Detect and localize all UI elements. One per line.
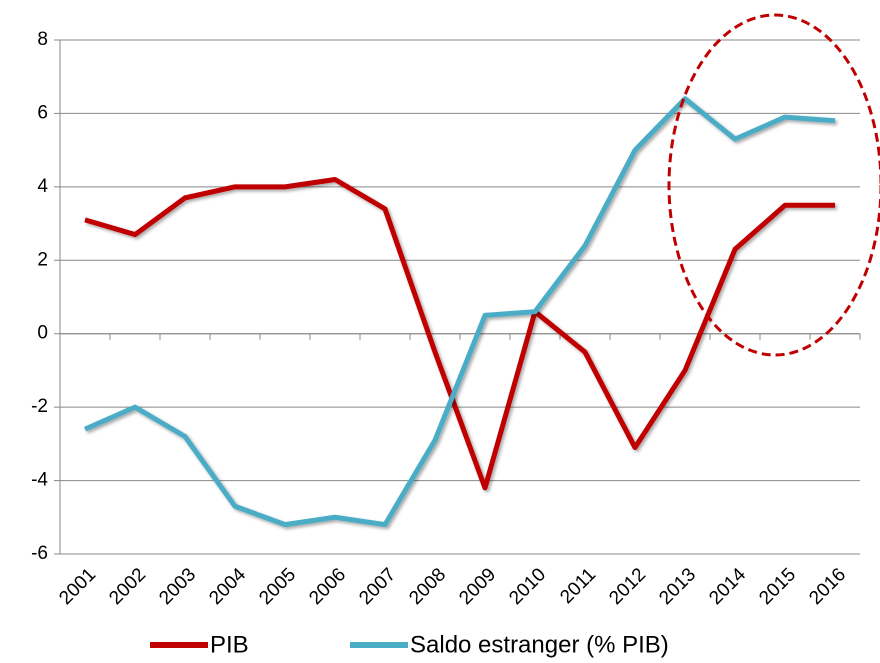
legend-label: PIB <box>210 631 249 658</box>
y-tick-label: -6 <box>31 543 48 564</box>
y-tick-label: -2 <box>31 396 48 417</box>
x-tick-label: 2012 <box>605 564 650 609</box>
x-tick-label: 2004 <box>205 564 250 609</box>
y-tick-label: 4 <box>37 176 48 197</box>
y-tick-label: -4 <box>31 470 48 491</box>
x-tick-label: 2005 <box>255 564 300 609</box>
x-tick-label: 2013 <box>655 564 700 609</box>
x-tick-label: 2007 <box>355 564 400 609</box>
x-tick-label: 2008 <box>405 564 450 609</box>
highlight-ellipse <box>667 13 880 357</box>
x-tick-label: 2011 <box>556 564 600 608</box>
series-line <box>83 96 836 528</box>
y-tick-label: 0 <box>37 323 48 344</box>
x-tick-label: 2002 <box>105 564 150 609</box>
legend-label: Saldo estranger (% PIB) <box>410 631 669 658</box>
x-tick-label: 2015 <box>755 564 800 609</box>
x-tick-label: 2016 <box>805 564 850 609</box>
x-tick-label: 2009 <box>455 564 500 609</box>
x-tick-label: 2010 <box>505 564 550 609</box>
x-tick-label: 2006 <box>305 564 350 609</box>
y-tick-label: 2 <box>37 249 48 270</box>
y-tick-label: 8 <box>37 29 48 50</box>
y-tick-label: 6 <box>37 102 48 123</box>
x-tick-label: 2001 <box>55 564 100 609</box>
x-tick-label: 2014 <box>705 564 750 609</box>
series-line <box>84 177 835 491</box>
x-tick-label: 2003 <box>155 564 200 609</box>
